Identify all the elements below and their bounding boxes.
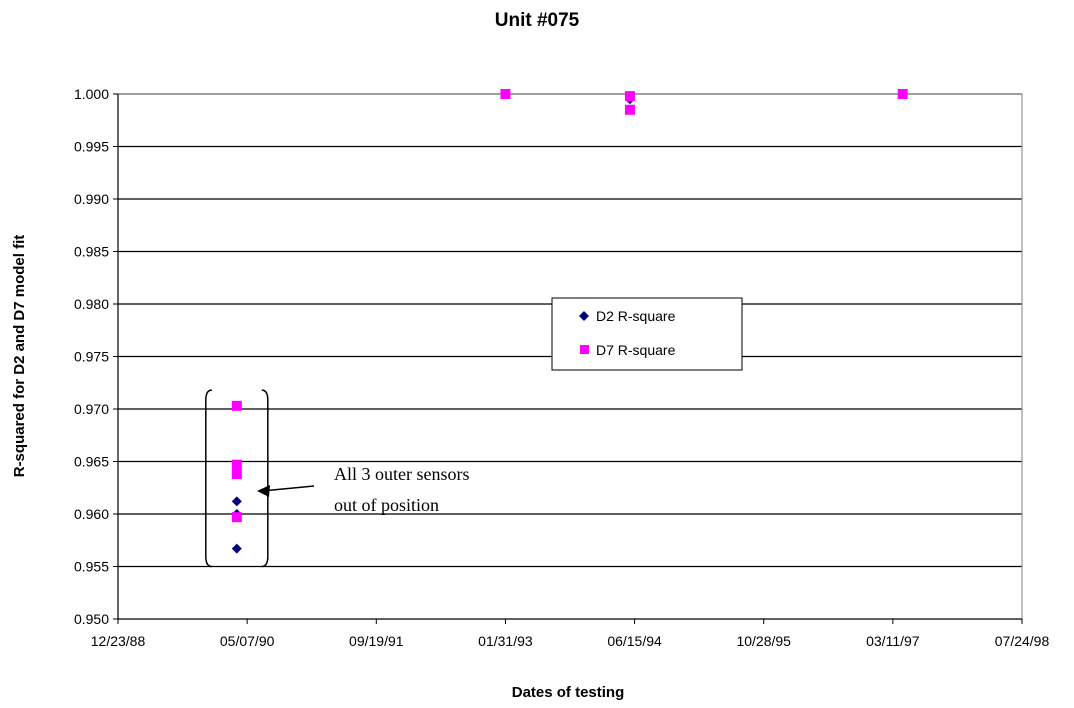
x-axis-title: Dates of testing bbox=[512, 684, 625, 701]
x-tick-label: 05/07/90 bbox=[220, 633, 275, 649]
y-tick-label: 0.990 bbox=[74, 191, 109, 207]
y-tick-label: 0.980 bbox=[74, 296, 109, 312]
x-tick-label: 06/15/94 bbox=[607, 633, 662, 649]
chart-title: Unit #075 bbox=[495, 10, 580, 31]
y-tick-label: 0.960 bbox=[74, 506, 109, 522]
legend-label-d7: D7 R-square bbox=[596, 342, 676, 358]
x-tick-label: 09/19/91 bbox=[349, 633, 404, 649]
d7-point bbox=[231, 459, 242, 470]
axes bbox=[113, 93, 1023, 624]
x-tick-label: 12/23/88 bbox=[91, 633, 146, 649]
y-tick-label: 0.975 bbox=[74, 349, 109, 365]
x-tick-label: 10/28/95 bbox=[736, 633, 791, 649]
annotation-arrow-line bbox=[261, 485, 315, 492]
x-tick-label: 01/31/93 bbox=[478, 633, 533, 649]
legend-label-d2: D2 R-square bbox=[596, 308, 676, 324]
legend-marker-d2 bbox=[579, 311, 589, 321]
y-tick-label: 1.000 bbox=[74, 86, 109, 102]
y-tick-label: 0.985 bbox=[74, 244, 109, 260]
bracket-right bbox=[261, 389, 269, 568]
d7-point bbox=[897, 89, 908, 99]
annotation-arrowhead bbox=[257, 485, 270, 497]
y-tick-label: 0.995 bbox=[74, 139, 109, 155]
d2-point bbox=[231, 543, 242, 554]
annotation-line-1: All 3 outer sensors bbox=[334, 464, 469, 484]
d7-point bbox=[624, 104, 635, 115]
y-tick-label: 0.970 bbox=[74, 401, 109, 417]
y-tick-label: 0.950 bbox=[74, 611, 109, 627]
x-tick-label: 07/24/98 bbox=[995, 633, 1050, 649]
data-points bbox=[231, 89, 908, 554]
annotation-line-2: out of position bbox=[334, 495, 439, 515]
legend: D2 R-square D7 R-square bbox=[551, 297, 743, 371]
y-tick-label: 0.965 bbox=[74, 454, 109, 470]
y-tick-label: 0.955 bbox=[74, 559, 109, 575]
d7-point bbox=[231, 469, 242, 480]
d7-point bbox=[624, 91, 635, 102]
bracket-left bbox=[205, 389, 212, 568]
outlier-bracket bbox=[205, 389, 269, 568]
d7-point bbox=[231, 400, 242, 411]
d2-point bbox=[231, 496, 242, 507]
legend-marker-d7 bbox=[580, 345, 589, 354]
x-tick-label: 03/11/97 bbox=[866, 633, 920, 649]
annotation: All 3 outer sensors out of position bbox=[257, 464, 469, 515]
tick-labels: 0.950 0.955 0.960 0.965 0.970 0.975 0.980 0.985… bbox=[74, 86, 1050, 649]
d7-point bbox=[500, 89, 511, 99]
legend-box bbox=[551, 297, 743, 371]
d7-point bbox=[231, 512, 242, 523]
y-axis-title: R-squared for D2 and D7 model fit bbox=[11, 235, 28, 478]
